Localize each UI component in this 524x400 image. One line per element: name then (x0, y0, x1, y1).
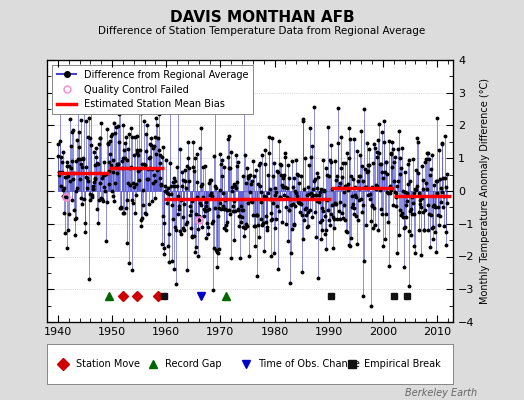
Text: Difference of Station Temperature Data from Regional Average: Difference of Station Temperature Data f… (99, 26, 425, 36)
Text: Record Gap: Record Gap (165, 359, 222, 369)
Text: Berkeley Earth: Berkeley Earth (405, 388, 477, 398)
Text: Time of Obs. Change: Time of Obs. Change (258, 359, 360, 369)
Text: Station Move: Station Move (75, 359, 139, 369)
Text: Empirical Break: Empirical Break (364, 359, 441, 369)
Text: DAVIS MONTHAN AFB: DAVIS MONTHAN AFB (170, 10, 354, 25)
Legend: Difference from Regional Average, Quality Control Failed, Estimated Station Mean: Difference from Regional Average, Qualit… (52, 65, 254, 114)
Y-axis label: Monthly Temperature Anomaly Difference (°C): Monthly Temperature Anomaly Difference (… (480, 78, 490, 304)
